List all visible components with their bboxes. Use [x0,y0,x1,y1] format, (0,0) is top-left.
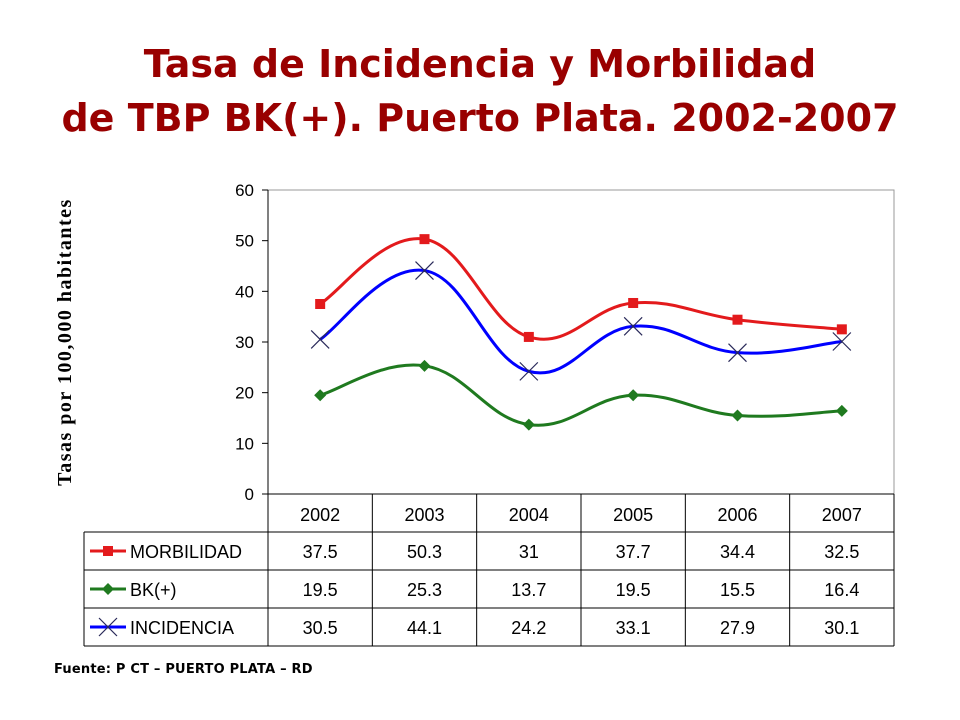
legend-label-incidencia: INCIDENCIA [130,618,234,638]
data-point-bk [731,409,744,422]
legend-key-marker-incidencia [98,617,118,637]
data-label-morbilidad: 32.5 [824,542,859,562]
source-note: Fuente: P CT – PUERTO PLATA – RD [54,662,313,677]
x-tick-label: 2007 [822,505,862,525]
data-label-incidencia: 24.2 [511,618,546,638]
y-tick-label: 50 [235,232,254,251]
data-label-bk: 16.4 [824,580,859,600]
y-axis-label: Tasas por 100,000 habitantes [54,198,76,486]
data-point-morbilidad [836,324,847,335]
data-label-morbilidad: 50.3 [407,542,442,562]
data-label-incidencia: 33.1 [616,618,651,638]
legend-key-marker-morbilidad [103,546,113,556]
data-label-bk: 13.7 [511,580,546,600]
legend-label-bk: BK(+) [130,580,177,600]
data-point-morbilidad [315,299,326,309]
data-point-incidencia [623,316,643,336]
data-label-bk: 15.5 [720,580,755,600]
x-tick-label: 2004 [509,505,549,525]
data-point-incidencia [415,261,434,280]
legend-key-marker-bk [102,583,114,595]
y-tick-label: 10 [235,434,254,453]
y-tick-label: 0 [245,485,254,504]
data-label-bk: 19.5 [303,580,338,600]
series-line-bk [319,363,842,427]
series-line-morbilidad [319,237,842,341]
data-point-incidencia [728,343,747,363]
data-point-morbilidad [523,331,534,342]
data-label-morbilidad: 37.5 [303,542,338,562]
data-point-incidencia [519,361,539,381]
data-point-morbilidad [628,297,639,308]
x-tick-label: 2003 [404,505,444,525]
chart-title-line-1: Tasa de Incidencia y Morbilidad [143,42,817,86]
data-label-bk: 25.3 [407,580,442,600]
data-label-morbilidad: 34.4 [720,542,755,562]
data-point-incidencia [310,330,330,349]
data-point-incidencia [832,332,852,351]
data-point-bk [627,389,640,402]
y-tick-label: 60 [235,181,254,200]
data-label-morbilidad: 37.7 [616,542,651,562]
data-label-incidencia: 27.9 [720,618,755,638]
data-label-incidencia: 30.1 [824,618,859,638]
data-point-bk [314,389,327,402]
x-tick-label: 2006 [717,505,757,525]
chart-title-line-2: de TBP BK(+). Puerto Plata. 2002-2007 [61,96,899,140]
y-tick-label: 40 [235,282,254,301]
y-tick-label: 30 [235,333,254,352]
data-label-incidencia: 30.5 [303,618,338,638]
data-label-incidencia: 44.1 [407,618,442,638]
data-point-bk [418,359,431,372]
data-point-bk [835,404,848,417]
y-tick-label: 20 [235,384,254,403]
x-tick-label: 2005 [613,505,653,525]
data-label-morbilidad: 31 [519,542,539,562]
plot-area [267,189,895,495]
series-line-incidencia [319,268,842,375]
data-point-morbilidad [732,314,743,325]
data-point-bk [522,418,535,431]
data-label-bk: 19.5 [616,580,651,600]
legend-label-morbilidad: MORBILIDAD [130,542,242,562]
x-tick-label: 2002 [300,505,340,525]
data-point-morbilidad [419,234,430,245]
